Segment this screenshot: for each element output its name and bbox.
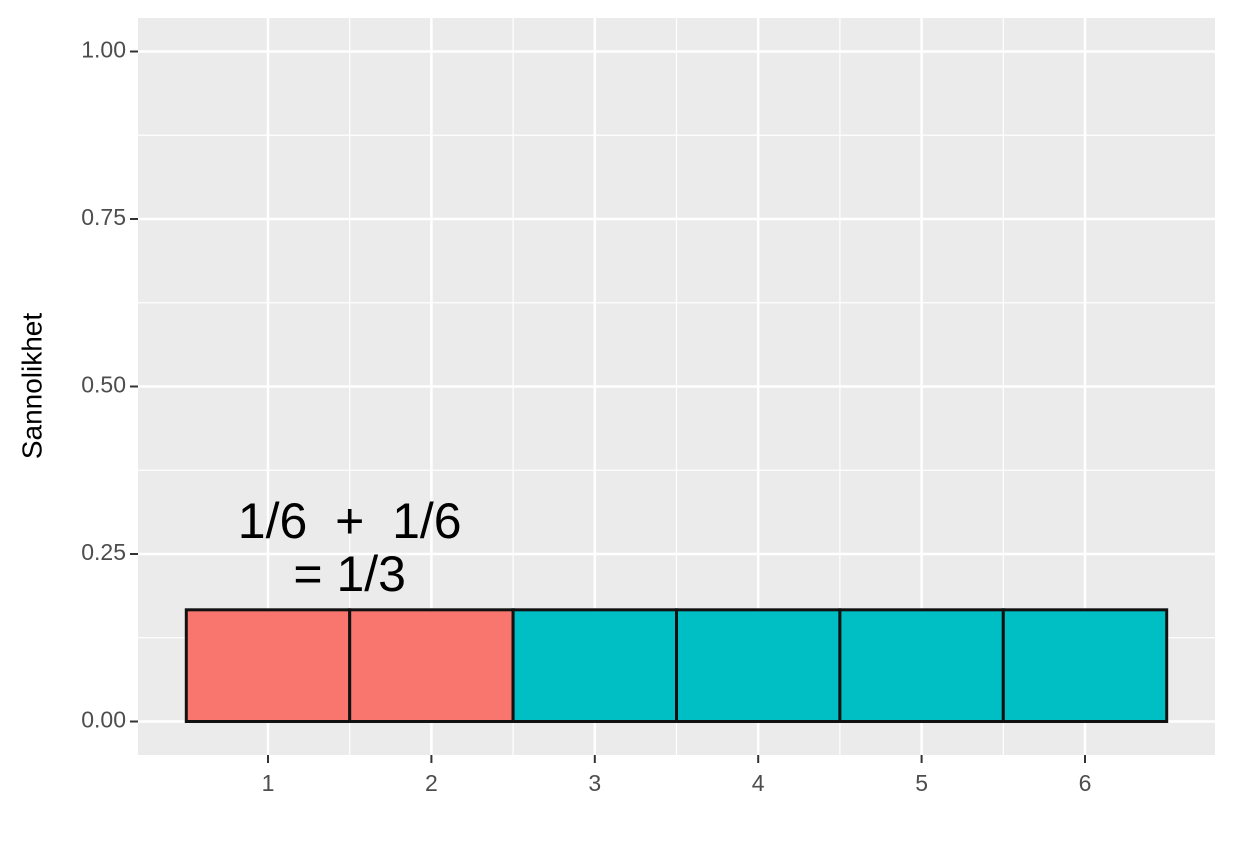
bar [348, 608, 515, 723]
y-tick-label: 0.00 [81, 707, 126, 733]
bar [511, 608, 678, 723]
bar [838, 608, 1005, 723]
bar [675, 608, 842, 723]
x-tick-label: 2 [425, 770, 438, 796]
bar [184, 608, 352, 723]
x-tick-label: 6 [1079, 770, 1092, 796]
x-tick-label: 4 [752, 770, 765, 796]
annotation: 1/6 + 1/6 [238, 493, 462, 549]
y-axis-label: Sannolikhet [16, 313, 47, 460]
y-tick-label: 0.75 [81, 204, 126, 230]
bar [1001, 608, 1169, 723]
annotation: = 1/3 [293, 546, 406, 602]
x-tick-label: 3 [588, 770, 601, 796]
y-tick-label: 0.25 [81, 539, 126, 565]
y-tick-label: 1.00 [81, 37, 126, 63]
x-tick-label: 5 [915, 770, 928, 796]
y-tick-label: 0.50 [81, 372, 126, 398]
x-tick-label: 1 [262, 770, 275, 796]
